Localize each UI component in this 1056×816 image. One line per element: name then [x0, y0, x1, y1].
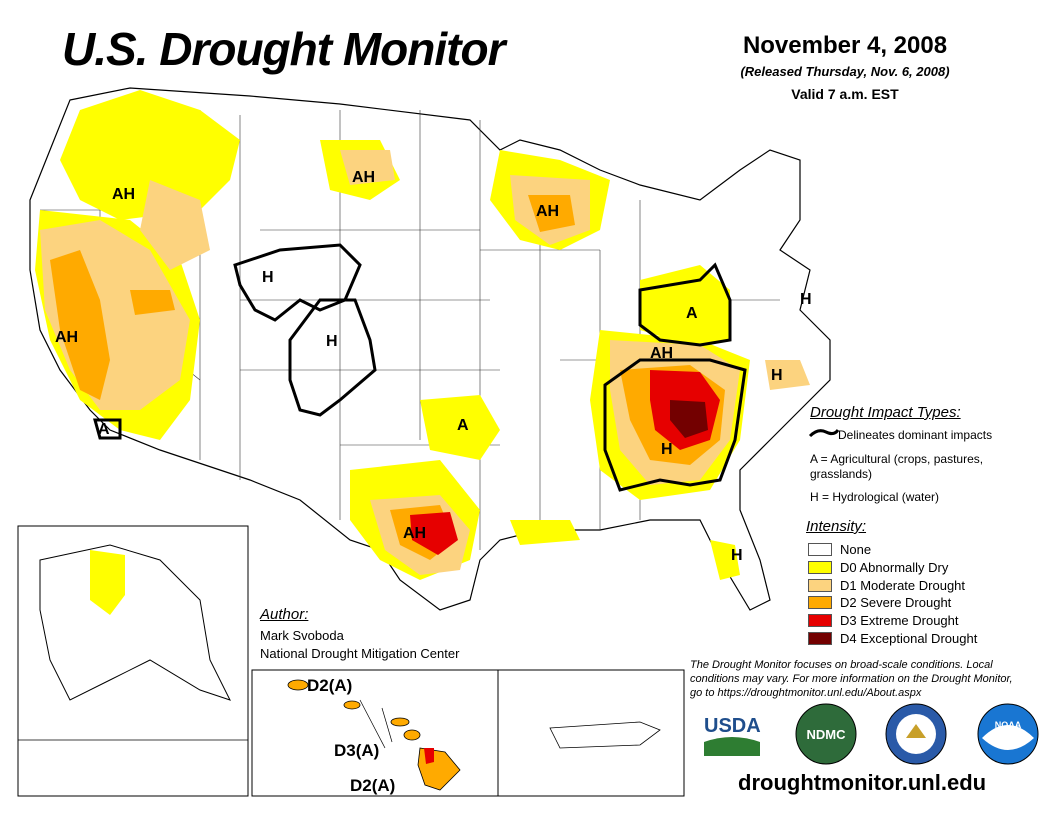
label-hawaii-big-island: D2(A)	[350, 776, 395, 795]
oahu-island	[343, 700, 361, 710]
valid-time: Valid 7 a.m. EST	[791, 86, 899, 102]
legend-row-d0: D0 Abnormally Dry	[808, 558, 948, 576]
label-h-wyoming: H	[262, 269, 274, 286]
legend-row-d2: D2 Severe Drought	[808, 593, 951, 611]
maui-island	[403, 729, 421, 741]
kauai-island	[287, 679, 309, 691]
usda-logo-text: USDA	[704, 715, 761, 737]
label-ah-california: AH	[55, 329, 78, 346]
legend-label: D0 Abnormally Dry	[840, 559, 949, 575]
commerce-logo	[884, 702, 948, 766]
label-ah-northwest: AH	[112, 186, 135, 203]
noaa-logo-text: NOAA	[995, 720, 1022, 730]
legend-swatch-none	[808, 542, 832, 556]
legend-label: D3 Extreme Drought	[840, 612, 959, 628]
label-hawaii-kauai: D2(A)	[307, 676, 352, 695]
map-date: November 4, 2008	[742, 32, 948, 59]
label-h-florida: H	[731, 547, 743, 564]
legend-label: None	[840, 541, 872, 557]
usda-logo: USDA	[700, 702, 764, 766]
author-name: Mark Svoboda	[260, 628, 344, 643]
puerto-rico-outline	[549, 721, 661, 749]
legend-label: D4 Exceptional Drought	[840, 630, 978, 646]
alaska-outline	[39, 544, 231, 701]
big-island-d3	[424, 748, 434, 764]
legend-swatch-d4	[808, 631, 832, 645]
impact-legend-agricultural: A = Agricultural (crops, pastures, grass…	[810, 452, 984, 481]
legend-label: D2 Severe Drought	[840, 594, 952, 610]
label-h-colorado: H	[326, 333, 338, 350]
map-title: U.S. Drought Monitor	[62, 23, 505, 75]
label-a-california: A	[98, 421, 110, 438]
impact-legend-hydrological: H = Hydrological (water)	[810, 490, 940, 504]
label-ah-kentucky: AH	[650, 345, 673, 362]
label-ah-north-dakota: AH	[352, 169, 375, 186]
alaska-d0-area	[90, 550, 125, 615]
delineation-line-sample	[808, 429, 840, 438]
ndmc-logo-text: NDMC	[807, 727, 847, 742]
legend-swatch-d2	[808, 595, 832, 609]
hawaii-inset	[251, 669, 499, 797]
legend-swatch-d0	[808, 560, 832, 574]
label-hawaii-maui: D3(A)	[334, 741, 379, 760]
impact-legend-delineates: Delineates dominant impacts	[838, 428, 993, 442]
molokai-island	[390, 717, 410, 727]
label-h-north-carolina: H	[771, 367, 783, 384]
label-ah-texas: AH	[403, 525, 426, 542]
label-h-georgia: H	[661, 441, 673, 458]
footer-url[interactable]: droughtmonitor.unl.edu	[738, 770, 987, 795]
label-a-oklahoma: A	[457, 417, 469, 434]
legend-row-d3: D3 Extreme Drought	[808, 611, 959, 629]
author-title: Author:	[260, 606, 309, 623]
release-date: (Released Thursday, Nov. 6, 2008)	[740, 64, 950, 79]
d4-areas	[670, 400, 708, 438]
legend-swatch-d1	[808, 578, 832, 592]
legend-swatch-d3	[808, 613, 832, 627]
label-ah-wisconsin: AH	[536, 203, 559, 220]
author-org: National Drought Mitigation Center	[260, 646, 460, 661]
noaa-logo: NOAA	[976, 702, 1040, 766]
label-a-ohio: A	[686, 305, 698, 322]
disclaimer-note: The Drought Monitor focuses on broad-sca…	[690, 659, 1013, 699]
legend-label: D1 Moderate Drought	[840, 577, 966, 593]
label-h-new-jersey: H	[800, 291, 812, 308]
legend-row-none: None	[808, 540, 871, 558]
impact-delineation-lines	[93, 243, 747, 492]
legend-row-d4: D4 Exceptional Drought	[808, 629, 977, 647]
ndmc-logo: NDMC	[794, 702, 858, 766]
legend-row-d1: D1 Moderate Drought	[808, 576, 965, 594]
intensity-legend-title: Intensity:	[806, 518, 867, 535]
impact-legend-title: Drought Impact Types:	[810, 404, 961, 421]
